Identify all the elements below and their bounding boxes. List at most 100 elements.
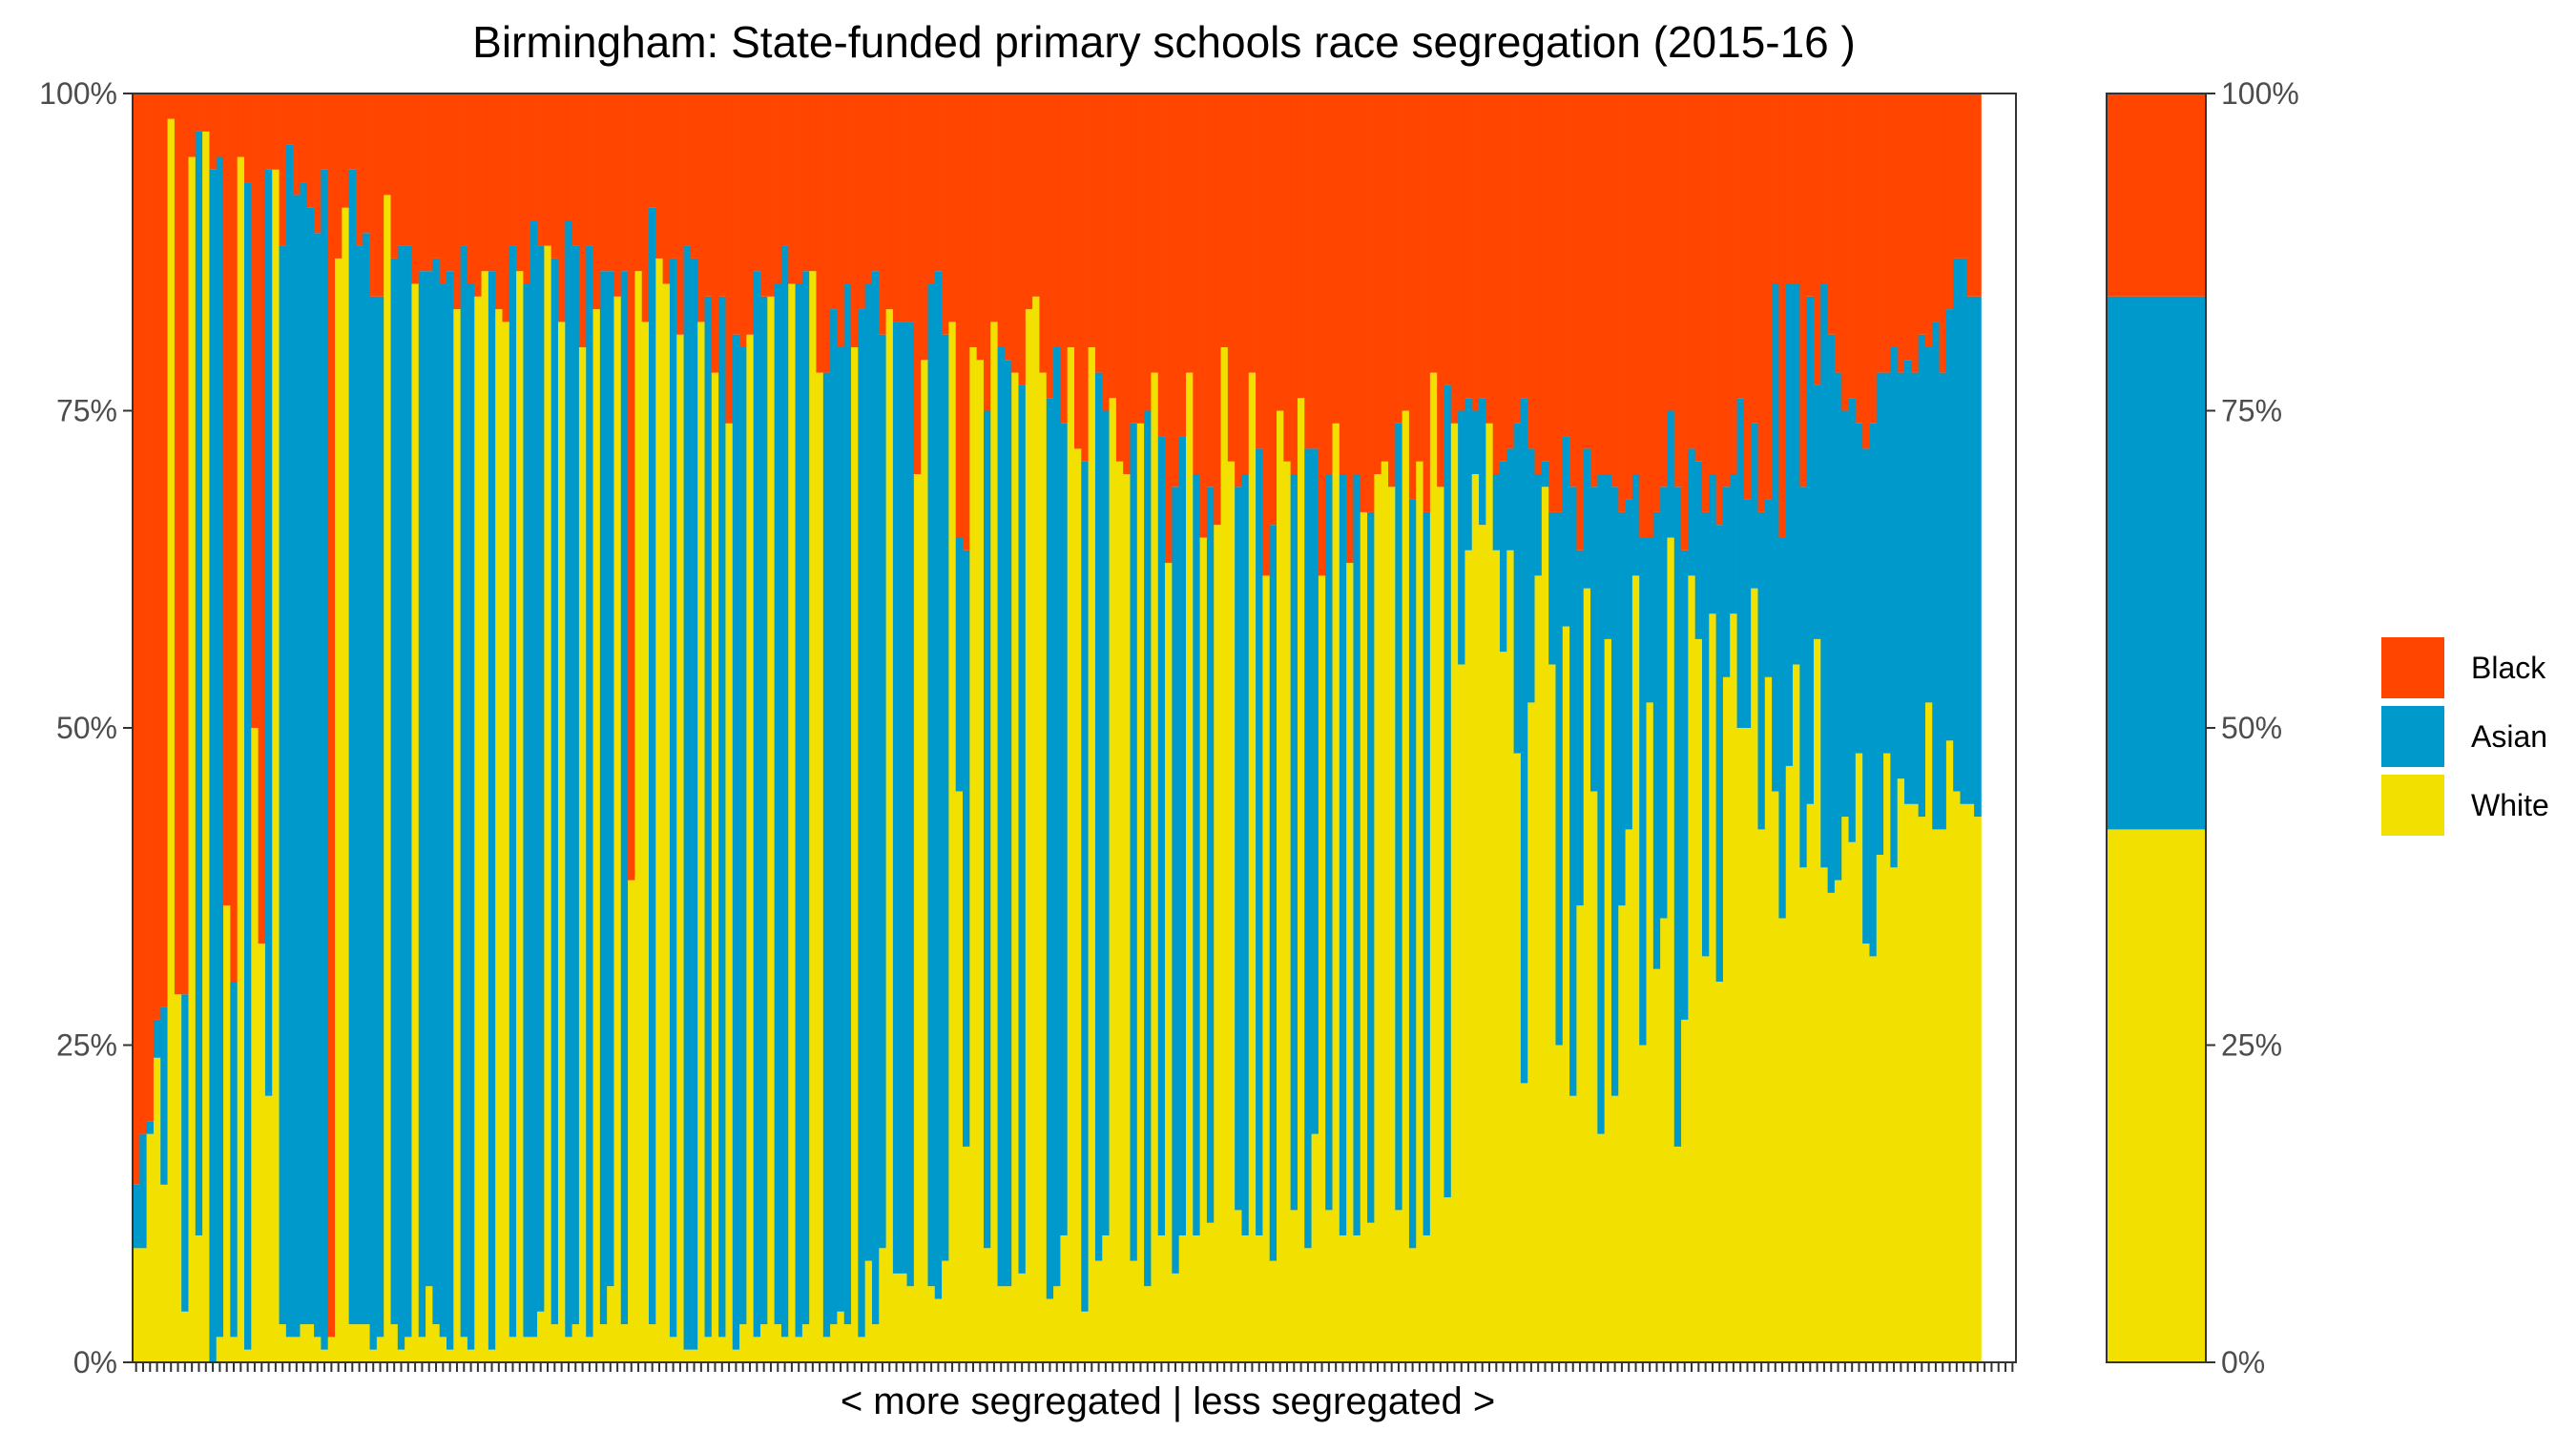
bar-white-90 [760, 1324, 768, 1362]
bar-white-195 [1492, 550, 1501, 1362]
bar-black-190 [1458, 93, 1465, 411]
bar-white-171 [1325, 1210, 1333, 1362]
bar-white-141 [1115, 461, 1124, 1362]
bar-white-15 [237, 156, 245, 1362]
bar-black-51 [488, 93, 496, 272]
bar-white-161 [1256, 1235, 1263, 1362]
bar-asian-240 [1806, 296, 1815, 804]
bar-asian-218 [1652, 511, 1661, 969]
bar-asian-173 [1339, 474, 1347, 1235]
bar-black-131 [1046, 93, 1054, 399]
bar-black-147 [1157, 93, 1166, 437]
bar-asian-255 [1911, 372, 1919, 804]
bar-white-47 [460, 1337, 468, 1362]
bar-white-219 [1660, 918, 1668, 1362]
bar-black-138 [1094, 93, 1103, 373]
bar-black-223 [1688, 93, 1696, 449]
bar-asian-131 [1046, 398, 1054, 1299]
bar-black-187 [1437, 93, 1444, 487]
bar-white-217 [1646, 702, 1654, 1362]
bar-black-188 [1444, 93, 1452, 385]
bar-asian-44 [439, 283, 447, 1338]
bar-asian-125 [1004, 360, 1012, 1287]
bar-asian-210 [1597, 474, 1605, 1134]
bar-black-87 [739, 93, 747, 347]
bar-black-40 [411, 93, 420, 284]
y-tick-label-left-1: 25% [56, 1028, 117, 1063]
bar-asian-258 [1932, 321, 1940, 830]
bar-white-30 [342, 207, 349, 1363]
bar-asian-216 [1639, 537, 1647, 1046]
bar-white-130 [1039, 372, 1048, 1363]
legend: Black Asian White [2381, 637, 2549, 836]
bar-black-14 [230, 93, 239, 982]
bar-white-59 [544, 245, 552, 1363]
bar-black-175 [1353, 93, 1361, 474]
bar-white-146 [1151, 372, 1159, 1363]
bar-white-202 [1541, 487, 1549, 1362]
bar-black-172 [1332, 93, 1340, 424]
bar-black-108 [885, 93, 894, 310]
bar-white-209 [1590, 791, 1598, 1362]
bar-asian-171 [1325, 474, 1333, 1211]
bar-white-36 [384, 195, 391, 1362]
overall-black-segment [2107, 93, 2206, 297]
bar-white-248 [1862, 944, 1870, 1362]
bar-white-95 [795, 1337, 803, 1362]
bar-white-127 [1018, 1273, 1027, 1362]
bar-white-37 [390, 1324, 399, 1362]
bar-white-91 [767, 296, 775, 1362]
bar-black-41 [418, 93, 426, 272]
bar-white-204 [1555, 1045, 1564, 1362]
bar-white-101 [837, 1311, 845, 1362]
bar-black-164 [1277, 93, 1284, 411]
bar-black-93 [780, 93, 789, 246]
bar-black-189 [1450, 93, 1459, 424]
bar-asian-262 [1960, 258, 1968, 804]
bar-black-217 [1646, 93, 1654, 538]
bar-white-213 [1618, 905, 1626, 1362]
bar-white-223 [1688, 575, 1696, 1362]
bar-asian-31 [348, 169, 357, 1325]
bar-asian-238 [1793, 283, 1800, 665]
bar-white-182 [1402, 410, 1410, 1362]
school-bars [133, 93, 1982, 1363]
bar-asian-248 [1862, 448, 1870, 944]
y-tick-label-right-2: 50% [2221, 711, 2282, 745]
bar-white-214 [1625, 829, 1633, 1362]
bar-black-143 [1130, 93, 1138, 424]
bar-white-48 [467, 1349, 475, 1362]
bar-black-253 [1897, 93, 1905, 373]
bar-black-165 [1283, 93, 1291, 462]
bar-asian-145 [1144, 410, 1152, 1287]
bar-asian-209 [1590, 487, 1598, 792]
bar-asian-67 [599, 271, 608, 1325]
bar-black-234 [1764, 93, 1773, 500]
bar-white-73 [641, 321, 650, 1362]
bar-black-30 [342, 93, 349, 208]
bar-white-145 [1144, 1286, 1152, 1362]
bar-black-241 [1813, 93, 1821, 385]
bar-black-122 [983, 93, 991, 411]
bar-black-81 [697, 93, 705, 322]
bar-black-7 [181, 93, 189, 995]
bar-black-13 [223, 93, 231, 906]
bar-black-3 [153, 93, 161, 1020]
bar-black-60 [551, 93, 559, 259]
bar-black-204 [1555, 93, 1564, 512]
bar-white-27 [321, 1349, 329, 1362]
bar-black-28 [327, 93, 336, 1338]
bar-black-208 [1583, 93, 1591, 449]
bar-white-135 [1074, 448, 1082, 1362]
bar-white-13 [223, 905, 231, 1362]
bar-black-149 [1172, 93, 1180, 487]
bar-white-8 [188, 156, 197, 1362]
bar-black-160 [1248, 93, 1257, 373]
bar-asian-138 [1094, 372, 1103, 1261]
bar-black-100 [830, 93, 838, 310]
bar-white-178 [1374, 474, 1382, 1362]
bar-asian-9 [195, 131, 203, 1235]
bar-black-124 [997, 93, 1006, 347]
bar-white-51 [488, 1349, 496, 1362]
bar-asian-239 [1799, 487, 1808, 868]
